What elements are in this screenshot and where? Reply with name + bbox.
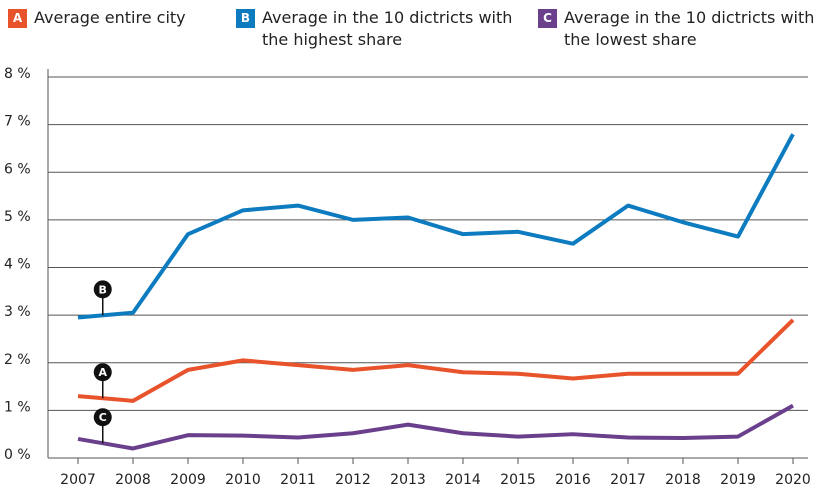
x-tick-label: 2015: [500, 472, 536, 488]
x-tick-label: 2018: [665, 472, 701, 488]
x-tick-label: 2020: [775, 472, 811, 488]
x-tick-label: 2008: [115, 472, 151, 488]
legend-item: C Average in the 10 dictricts with the lo…: [538, 7, 814, 51]
x-tick-label: 2012: [335, 472, 371, 488]
x-tick-label: 2014: [445, 472, 481, 488]
y-tick-label: 1 %: [4, 399, 31, 415]
x-tick-label: 2013: [390, 472, 426, 488]
y-tick-label: 7 %: [4, 114, 31, 130]
badge-letter: B: [99, 283, 107, 296]
x-tick-label: 2007: [60, 472, 96, 488]
line-series: [77, 403, 794, 451]
x-tick-label: 2016: [555, 472, 591, 488]
y-tick-label: 4 %: [4, 257, 31, 273]
x-tick-label: 2019: [720, 472, 756, 488]
badge-circle: [93, 280, 112, 299]
legend-item: B Average in the 10 dictricts with the hi…: [236, 7, 524, 51]
y-tick-label: 6 %: [4, 161, 31, 177]
badge-circle: [93, 408, 112, 427]
x-tick-label: 2017: [610, 472, 646, 488]
y-tick-label: 2 %: [4, 352, 31, 368]
badge-circle: [93, 363, 112, 382]
badge-letter: C: [99, 411, 107, 424]
legend: A Average entire city B Average in the 10 d…: [0, 0, 814, 60]
y-tick-label: 5 %: [4, 209, 31, 225]
legend-badge: A: [8, 9, 27, 28]
legend-badge: B: [236, 9, 255, 28]
legend-label: Average in the 10 dictricts with the low…: [564, 8, 814, 49]
legend-label: Average entire city: [34, 8, 186, 27]
x-tick-label: 2009: [170, 472, 206, 488]
x-tick-label: 2010: [225, 472, 261, 488]
legend-label: Average in the 10 dictricts with the hig…: [262, 8, 513, 49]
y-tick-label: 0 %: [4, 447, 31, 463]
badge-letter: A: [98, 366, 107, 379]
legend-badge: C: [538, 9, 557, 28]
x-tick-label: 2011: [280, 472, 316, 488]
line-series: [77, 133, 795, 320]
y-tick-label: 8 %: [4, 66, 31, 82]
legend-item: A Average entire city: [8, 7, 254, 29]
y-tick-label: 3 %: [4, 304, 31, 320]
line-series: [77, 318, 795, 403]
